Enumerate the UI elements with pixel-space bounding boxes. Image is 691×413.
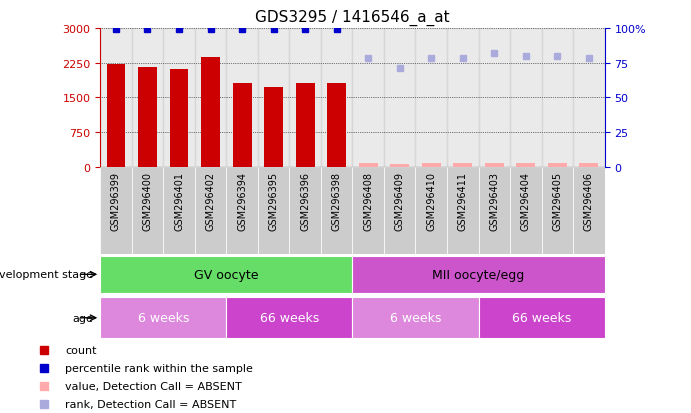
Text: age: age	[73, 313, 93, 323]
Bar	[579, 164, 598, 167]
Title: GDS3295 / 1416546_a_at: GDS3295 / 1416546_a_at	[255, 10, 450, 26]
Bar	[390, 164, 409, 167]
Text: GSM296406: GSM296406	[584, 172, 594, 230]
Text: GSM296404: GSM296404	[521, 172, 531, 230]
Bar	[290, 29, 321, 167]
Text: GSM296410: GSM296410	[426, 172, 436, 230]
Bar	[296, 83, 314, 167]
Bar	[384, 29, 415, 167]
Bar	[195, 29, 226, 167]
Text: GSM296398: GSM296398	[332, 172, 341, 230]
Text: 66 weeks: 66 weeks	[260, 311, 319, 325]
Bar	[258, 29, 290, 167]
Bar	[422, 164, 441, 167]
Bar	[132, 29, 163, 167]
FancyBboxPatch shape	[352, 167, 384, 254]
Bar	[169, 69, 189, 167]
FancyBboxPatch shape	[258, 167, 290, 254]
Bar	[415, 29, 447, 167]
Text: GV oocyte: GV oocyte	[194, 268, 258, 281]
Text: GSM296399: GSM296399	[111, 172, 121, 230]
Bar	[327, 83, 346, 167]
FancyBboxPatch shape	[321, 167, 352, 254]
FancyBboxPatch shape	[100, 297, 227, 339]
Text: GSM296400: GSM296400	[142, 172, 153, 230]
FancyBboxPatch shape	[100, 256, 352, 293]
Text: GSM296402: GSM296402	[205, 172, 216, 230]
Bar	[478, 29, 510, 167]
Text: MII oocyte/egg: MII oocyte/egg	[433, 268, 524, 281]
FancyBboxPatch shape	[195, 167, 227, 254]
Bar	[264, 88, 283, 167]
Bar	[163, 29, 195, 167]
Bar	[485, 163, 504, 167]
Bar	[233, 83, 252, 167]
Text: GSM296403: GSM296403	[489, 172, 500, 230]
FancyBboxPatch shape	[352, 256, 605, 293]
Bar	[542, 29, 573, 167]
Text: development stage: development stage	[0, 270, 93, 280]
Text: 6 weeks: 6 weeks	[390, 311, 441, 325]
Bar	[548, 164, 567, 167]
Bar	[352, 29, 384, 167]
FancyBboxPatch shape	[573, 167, 605, 254]
FancyBboxPatch shape	[290, 167, 321, 254]
Bar	[359, 164, 377, 167]
Text: GSM296408: GSM296408	[363, 172, 373, 230]
Bar	[447, 29, 478, 167]
Text: GSM296394: GSM296394	[237, 172, 247, 230]
FancyBboxPatch shape	[478, 297, 605, 339]
Text: GSM296401: GSM296401	[174, 172, 184, 230]
Bar	[201, 57, 220, 167]
FancyBboxPatch shape	[227, 167, 258, 254]
FancyBboxPatch shape	[447, 167, 478, 254]
Text: GSM296409: GSM296409	[395, 172, 405, 230]
FancyBboxPatch shape	[510, 167, 542, 254]
Bar	[227, 29, 258, 167]
Text: percentile rank within the sample: percentile rank within the sample	[65, 363, 253, 373]
Text: GSM296405: GSM296405	[552, 172, 562, 230]
Text: count: count	[65, 345, 97, 355]
FancyBboxPatch shape	[163, 167, 195, 254]
Text: 6 weeks: 6 weeks	[138, 311, 189, 325]
FancyBboxPatch shape	[415, 167, 447, 254]
Text: rank, Detection Call = ABSENT: rank, Detection Call = ABSENT	[65, 399, 236, 409]
Text: GSM296395: GSM296395	[269, 172, 278, 230]
FancyBboxPatch shape	[478, 167, 510, 254]
Bar	[453, 164, 472, 167]
Text: GSM296396: GSM296396	[300, 172, 310, 230]
Bar	[138, 68, 157, 167]
Text: 66 weeks: 66 weeks	[512, 311, 571, 325]
Bar	[516, 164, 536, 167]
FancyBboxPatch shape	[352, 297, 478, 339]
Bar	[510, 29, 542, 167]
Text: value, Detection Call = ABSENT: value, Detection Call = ABSENT	[65, 381, 242, 391]
FancyBboxPatch shape	[132, 167, 163, 254]
FancyBboxPatch shape	[227, 297, 352, 339]
Bar	[573, 29, 605, 167]
Bar	[100, 29, 132, 167]
Bar	[106, 64, 125, 167]
FancyBboxPatch shape	[100, 167, 132, 254]
Text: GSM296411: GSM296411	[457, 172, 468, 230]
FancyBboxPatch shape	[542, 167, 573, 254]
Bar	[321, 29, 352, 167]
FancyBboxPatch shape	[384, 167, 415, 254]
